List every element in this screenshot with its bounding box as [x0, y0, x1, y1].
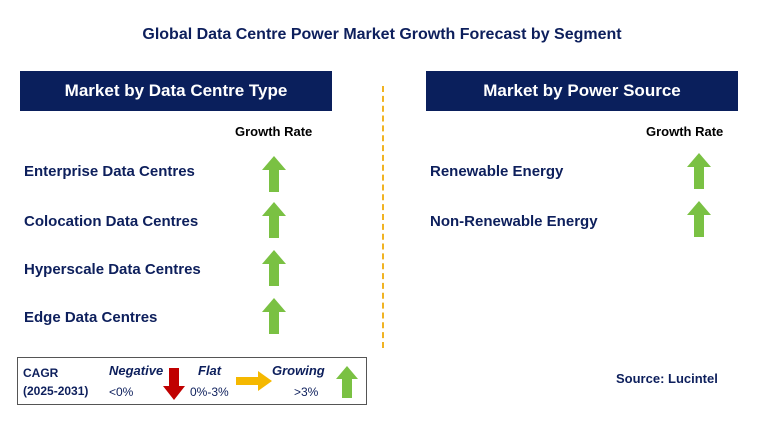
segment-label-renewable: Renewable Energy — [430, 163, 564, 180]
page-title: Global Data Centre Power Market Growth F… — [142, 26, 622, 43]
segment-label-edge: Edge Data Centres — [24, 309, 158, 326]
legend-growing-label: Growing — [272, 363, 325, 378]
left-growth-rate-label: Growth Rate — [235, 124, 313, 139]
segment-label-enterprise: Enterprise Data Centres — [24, 163, 195, 180]
growing-arrow-icon — [262, 156, 286, 192]
legend-negative-range: <0% — [109, 385, 134, 399]
left-panel-header: Market by Data Centre Type — [20, 71, 332, 111]
segment-label-non-renewable: Non-Renewable Energy — [430, 213, 598, 230]
panel-divider — [382, 86, 384, 348]
growing-arrow-icon — [687, 153, 711, 189]
growing-arrow-icon — [262, 250, 286, 286]
legend-flat-range: 0%-3% — [190, 385, 229, 399]
flat-arrow-icon — [236, 371, 272, 391]
segment-label-hyperscale: Hyperscale Data Centres — [24, 261, 201, 278]
right-panel-header: Market by Power Source — [426, 71, 738, 111]
growing-arrow-icon — [262, 298, 286, 334]
growing-arrow-icon — [687, 201, 711, 237]
segment-label-colocation: Colocation Data Centres — [24, 213, 199, 230]
legend-negative-label: Negative — [109, 363, 164, 378]
cagr-legend: CAGR (2025-2031) Negative <0% Flat 0%-3%… — [17, 357, 367, 405]
source-note: Source: Lucintel — [616, 371, 718, 386]
growing-arrow-icon — [336, 366, 358, 398]
legend-flat-label: Flat — [198, 363, 222, 378]
legend-cagr-label: CAGR — [23, 366, 59, 380]
growing-arrow-icon — [262, 202, 286, 238]
legend-growing-range: >3% — [294, 385, 319, 399]
legend-period: (2025-2031) — [23, 384, 89, 398]
right-growth-rate-label: Growth Rate — [646, 124, 724, 139]
negative-arrow-icon — [163, 368, 185, 400]
